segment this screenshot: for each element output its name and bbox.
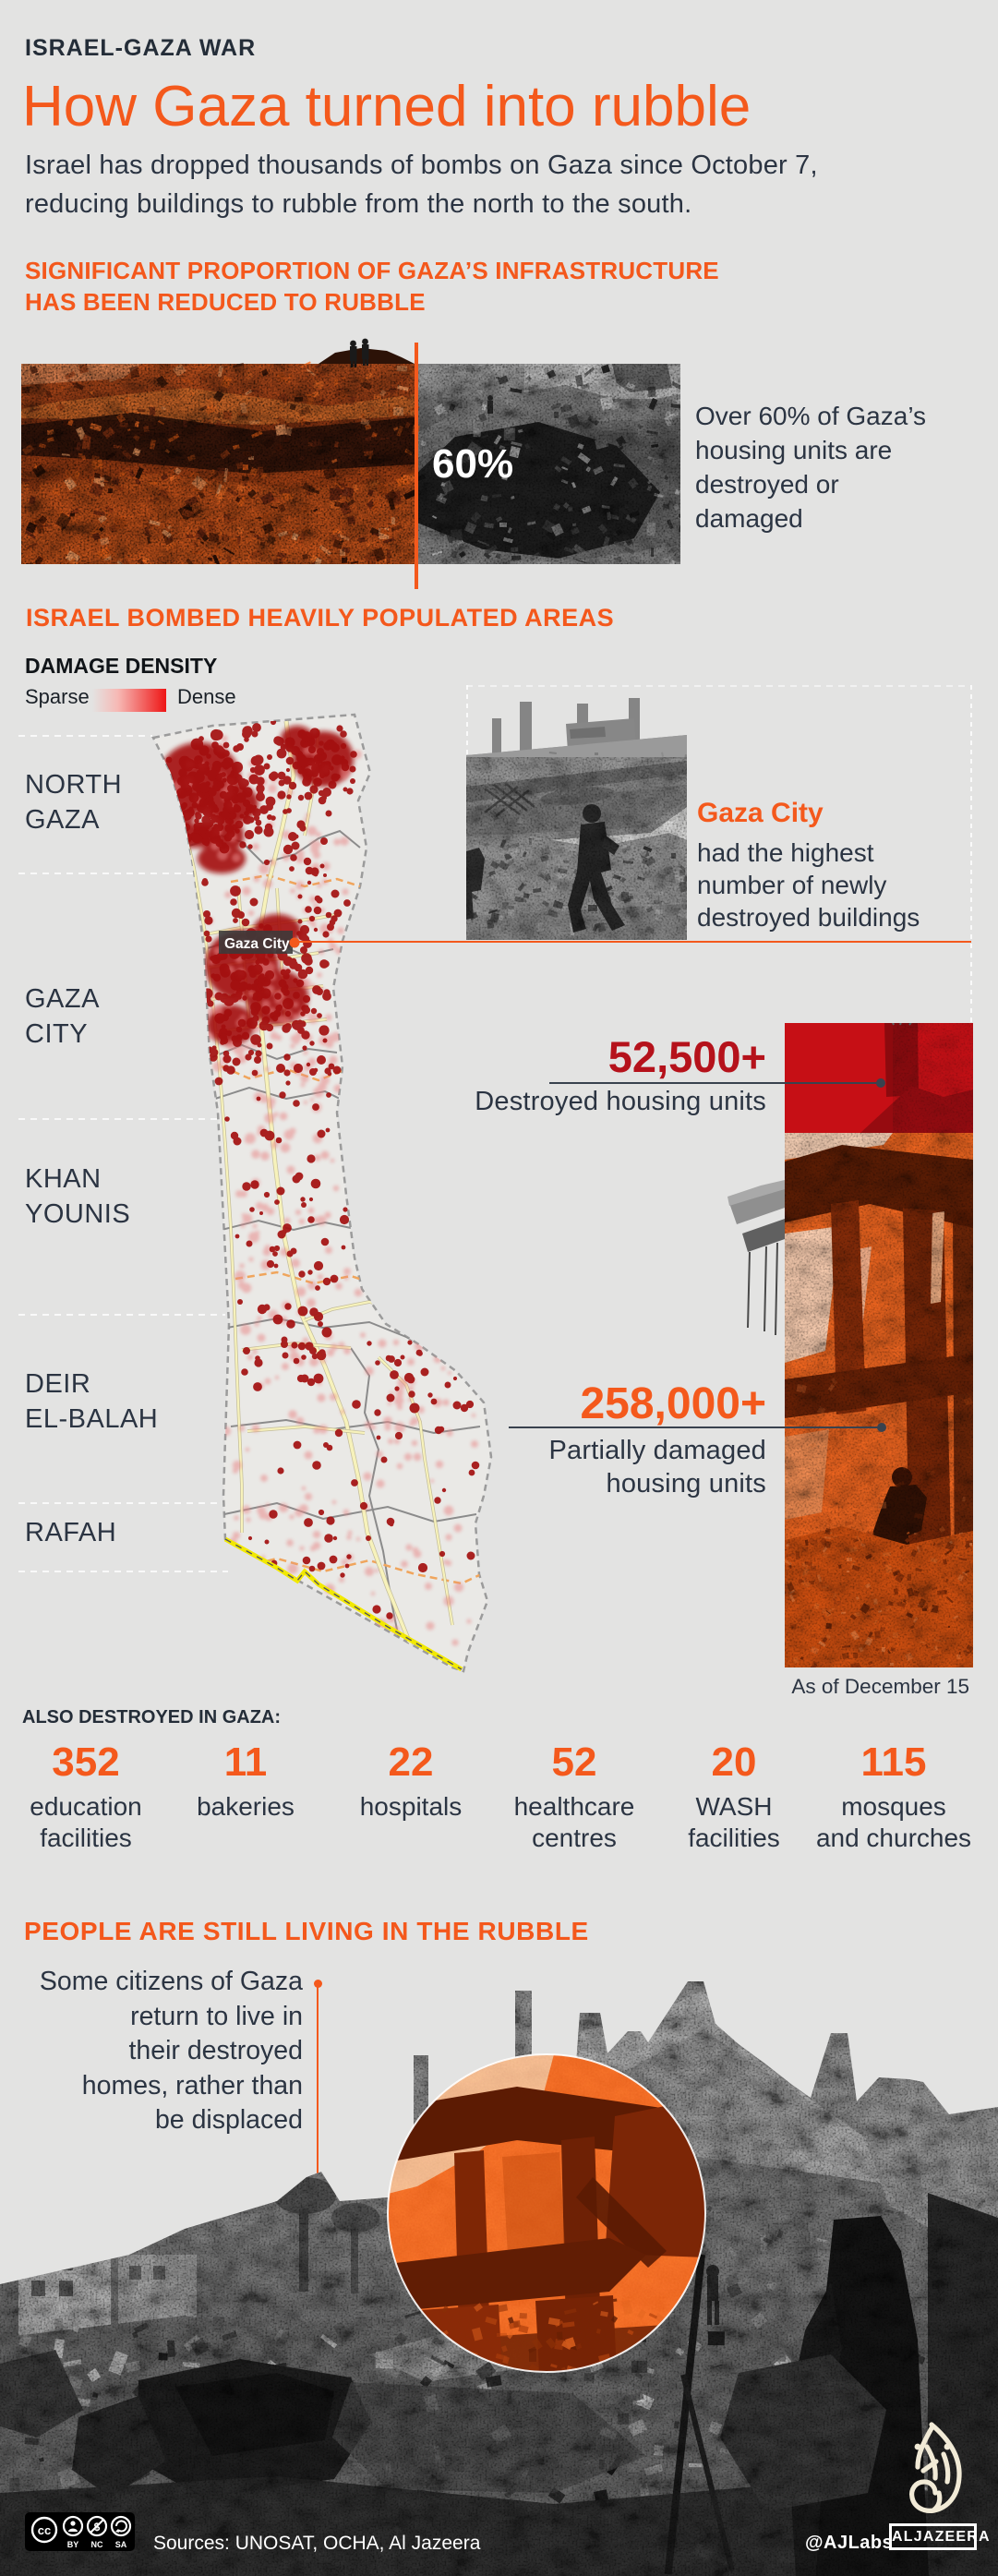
svg-text:Gaza City: Gaza City	[224, 936, 290, 952]
svg-text:NC: NC	[91, 2540, 103, 2549]
svg-text:cc: cc	[38, 2523, 51, 2537]
svg-text:BY: BY	[67, 2540, 79, 2549]
svg-text:SA: SA	[115, 2540, 127, 2549]
